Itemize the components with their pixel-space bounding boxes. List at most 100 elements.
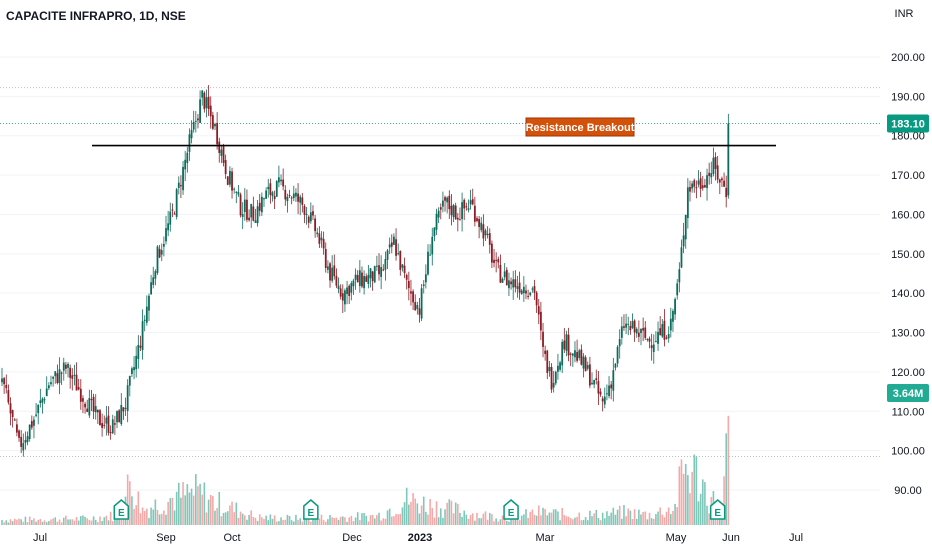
candle-body bbox=[284, 189, 287, 200]
volume-bar bbox=[390, 516, 393, 525]
volume-bar bbox=[344, 517, 346, 525]
candle-body bbox=[109, 432, 112, 434]
candle-body bbox=[312, 211, 314, 216]
candle-body bbox=[333, 265, 336, 277]
volume-bar bbox=[529, 511, 532, 525]
volume-bar bbox=[621, 518, 623, 525]
candle-body bbox=[588, 364, 591, 386]
volume-bar bbox=[444, 509, 446, 525]
volume-bar bbox=[676, 507, 679, 525]
volume-bar bbox=[548, 512, 551, 525]
candle-body bbox=[486, 233, 489, 235]
volume-bar bbox=[11, 521, 14, 525]
volume-bar bbox=[324, 521, 327, 525]
candle-body bbox=[58, 369, 61, 384]
volume-bar bbox=[171, 497, 174, 525]
volume-bar bbox=[659, 507, 661, 525]
volume-bar bbox=[454, 502, 457, 525]
volume-bar bbox=[412, 493, 414, 525]
candle-body bbox=[407, 280, 410, 289]
volume-bar bbox=[448, 499, 451, 525]
volume-bar bbox=[691, 471, 693, 525]
candle-body bbox=[56, 373, 59, 383]
candle-body bbox=[77, 387, 80, 390]
volume-bar bbox=[410, 501, 412, 525]
candles bbox=[1, 85, 730, 457]
candle-body bbox=[62, 362, 65, 371]
x-tick-label: May bbox=[666, 532, 687, 544]
candle-body bbox=[699, 178, 702, 189]
candle-body bbox=[43, 399, 46, 401]
volume-bar bbox=[414, 498, 417, 525]
volume-bar bbox=[484, 511, 487, 525]
candle-body bbox=[603, 396, 606, 405]
volume-bar bbox=[82, 515, 84, 525]
candle-body bbox=[9, 403, 12, 414]
volume-bar bbox=[201, 494, 204, 525]
volume-bar bbox=[425, 511, 427, 525]
volume-bar bbox=[327, 519, 329, 525]
volume-bar bbox=[493, 521, 495, 525]
candle-body bbox=[50, 382, 52, 385]
volume-bar bbox=[1, 520, 3, 525]
candle-body bbox=[512, 279, 515, 288]
volume-bar bbox=[86, 518, 88, 525]
volume-bar bbox=[689, 493, 691, 525]
candle-body bbox=[133, 367, 135, 371]
volume-bar bbox=[263, 519, 265, 525]
candle-body bbox=[175, 189, 178, 217]
volume-bar bbox=[31, 520, 33, 525]
candle-body bbox=[669, 318, 672, 331]
volume-bar bbox=[299, 518, 301, 525]
volume-bar bbox=[37, 519, 40, 525]
volume-bar bbox=[94, 519, 97, 525]
volume-bar bbox=[122, 515, 125, 525]
volume-bar bbox=[258, 514, 261, 525]
candle-body bbox=[542, 331, 544, 347]
volume-bar bbox=[24, 516, 27, 525]
candle-body bbox=[88, 398, 91, 416]
candle-body bbox=[267, 186, 270, 190]
volume-bar bbox=[652, 518, 655, 525]
candle-body bbox=[514, 279, 517, 288]
volume-bar bbox=[218, 491, 221, 525]
candle-body bbox=[128, 375, 131, 386]
volume-bar bbox=[295, 514, 297, 525]
candle-body bbox=[143, 319, 146, 321]
volume-bar bbox=[661, 514, 664, 525]
candle-body bbox=[469, 200, 472, 205]
volume-bar bbox=[369, 515, 372, 525]
volume-bar bbox=[418, 513, 421, 525]
volume-bar bbox=[297, 519, 299, 525]
volume-bar bbox=[457, 503, 459, 525]
volume-bar bbox=[60, 522, 63, 525]
volume-bar bbox=[527, 517, 529, 525]
volume-bar bbox=[209, 494, 212, 525]
candle-body bbox=[618, 339, 621, 347]
candle-body bbox=[194, 120, 197, 122]
volume-bars bbox=[1, 415, 730, 525]
candle-body bbox=[250, 203, 253, 218]
candle-body bbox=[435, 213, 438, 230]
volume-bar bbox=[273, 515, 276, 525]
candle-body bbox=[561, 342, 564, 366]
volume-bar bbox=[648, 512, 651, 525]
volume-bar bbox=[672, 510, 674, 525]
volume-bar bbox=[678, 466, 681, 525]
volume-bar bbox=[339, 516, 342, 525]
candle-body bbox=[471, 199, 474, 205]
candle-body bbox=[559, 362, 561, 370]
candle-body bbox=[495, 259, 498, 261]
x-tick-label: Oct bbox=[223, 532, 240, 544]
candle-body bbox=[105, 417, 108, 424]
volume-bar bbox=[491, 514, 493, 525]
volume-bar bbox=[90, 520, 93, 525]
candle-body bbox=[488, 233, 491, 245]
x-tick-label: Jun bbox=[722, 532, 740, 544]
last-price-label: 183.10 bbox=[891, 119, 925, 131]
last-volume-tag: 3.64M bbox=[887, 384, 929, 402]
candle-body bbox=[22, 443, 25, 451]
candle-body bbox=[237, 192, 240, 195]
volume-bar bbox=[405, 487, 408, 525]
